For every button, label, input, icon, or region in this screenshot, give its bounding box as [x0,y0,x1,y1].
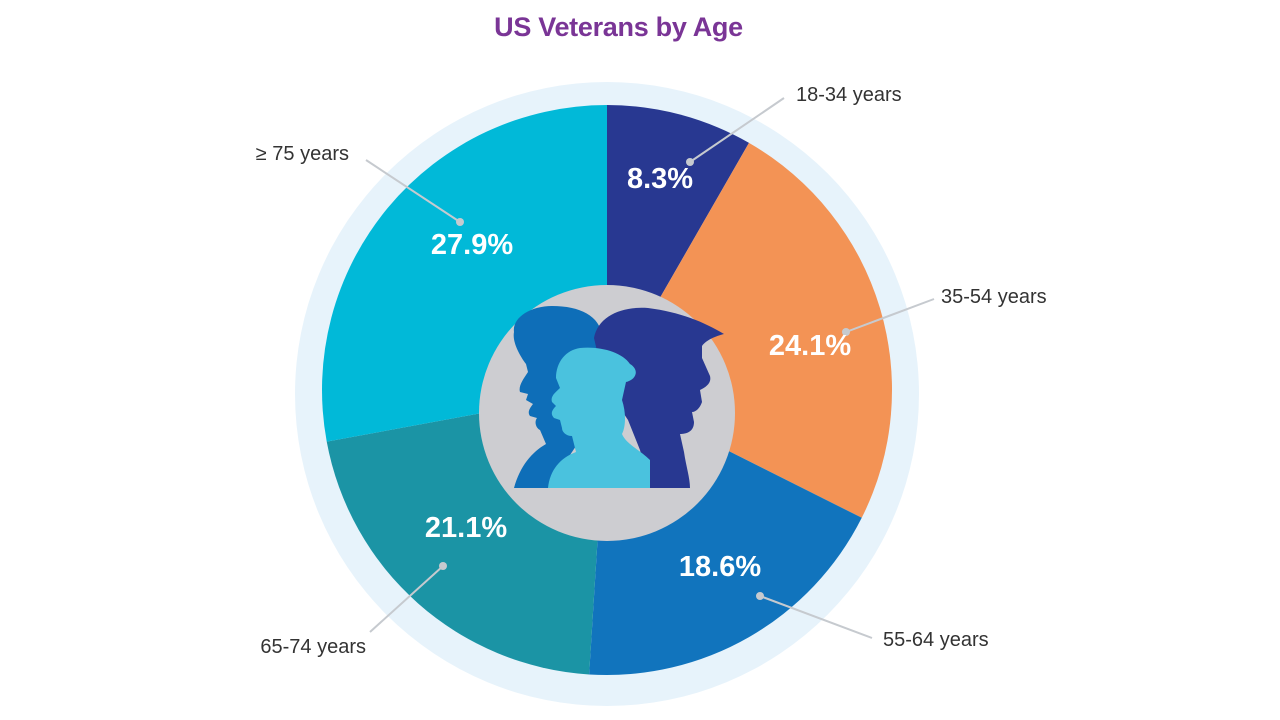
leader-line-55-64-years [759,595,873,639]
chart-title: US Veterans by Age [494,12,743,42]
value-label-65-74-years: 21.1% [425,512,507,544]
category-label-18-34-years: 18-34 years [796,84,902,106]
value-label-55-64-years: 18.6% [679,551,761,583]
leader-dot-35-54-years [842,328,850,336]
value-label-18-34-years: 8.3% [627,163,693,195]
leader-dot-18-34-years [686,158,694,166]
category-labels: 18-34 years 35-54 years 55-64 years 65-74 y… [256,84,1047,658]
leader-line-75-years [365,159,461,223]
value-labels: 8.3% 24.1% 18.6% 21.1% 27.9% [425,163,851,583]
leader-lines [365,97,935,639]
leader-dot-75-years [456,218,464,226]
leader-line-18-34-years [689,97,785,163]
value-label-35-54-years: 24.1% [769,330,851,362]
category-label-75-years: ≥ 75 years [256,143,349,165]
value-label-75-years: 27.9% [431,229,513,261]
leader-line-65-74-years [369,565,444,633]
leader-line-35-54-years [845,298,935,333]
category-label-65-74-years: 65-74 years [260,636,366,658]
leader-dot-55-64-years [756,592,764,600]
category-label-55-64-years: 55-64 years [883,629,989,651]
category-label-35-54-years: 35-54 years [941,286,1047,308]
veterans-silhouettes-icon [513,306,724,488]
leader-dot-65-74-years [439,562,447,570]
